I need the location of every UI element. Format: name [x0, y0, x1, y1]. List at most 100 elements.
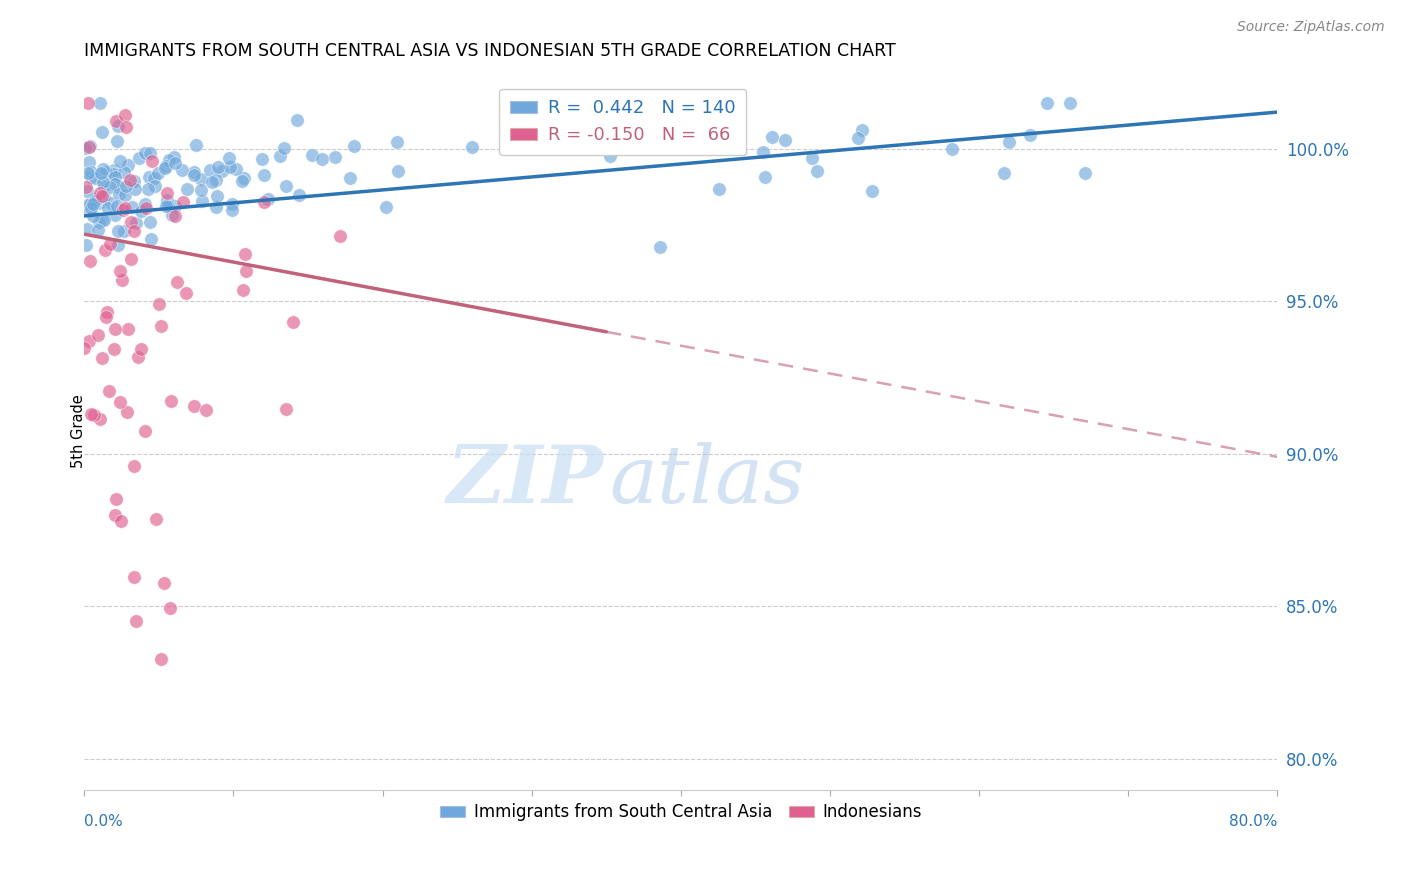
Point [122, 174, 145, 188]
Point [257, 192, 280, 206]
Point [183, 165, 205, 179]
Point [218, 152, 240, 166]
Point [128, 152, 150, 166]
Point [233, 247, 256, 261]
Point [105, 134, 128, 148]
Point [135, 201, 157, 215]
Point [211, 163, 233, 178]
Point [134, 424, 156, 438]
Point [77, 95, 100, 110]
Point [98, 236, 121, 251]
Point [104, 209, 127, 223]
Point [122, 570, 145, 584]
Point [146, 166, 169, 180]
Point [105, 199, 128, 213]
Point [79, 197, 101, 211]
Y-axis label: 5th Grade: 5th Grade [72, 394, 86, 468]
Point [84, 193, 107, 207]
Point [108, 395, 131, 409]
Point [107, 119, 129, 133]
Point [91, 162, 114, 177]
Point [311, 152, 333, 166]
Point [225, 161, 247, 176]
Point [79, 254, 101, 268]
Point [150, 318, 173, 333]
Point [385, 136, 408, 150]
Point [80, 407, 103, 421]
Point [115, 178, 138, 193]
Point [103, 163, 125, 178]
Point [139, 145, 162, 160]
Point [75, 238, 97, 252]
Point [79, 334, 101, 348]
Point [114, 120, 136, 135]
Point [108, 186, 131, 201]
Point [232, 283, 254, 297]
Point [91, 125, 114, 139]
Point [94, 310, 117, 325]
Point [141, 154, 163, 169]
Point [183, 399, 205, 413]
Point [233, 171, 256, 186]
Point [131, 203, 153, 218]
Point [110, 273, 132, 287]
Point [1073, 166, 1095, 180]
Point [191, 194, 214, 209]
Point [998, 135, 1021, 149]
Point [599, 149, 621, 163]
Point [190, 183, 212, 197]
Point [93, 178, 115, 193]
Point [155, 199, 177, 213]
Point [117, 158, 139, 172]
Point [111, 202, 134, 217]
Point [121, 200, 143, 214]
Point [120, 215, 142, 229]
Point [77, 166, 100, 180]
Point [91, 188, 114, 202]
Point [117, 322, 139, 336]
Point [252, 152, 274, 166]
Point [205, 189, 228, 203]
Point [134, 146, 156, 161]
Point [79, 139, 101, 153]
Legend: R =  0.442   N = 140, R = -0.150   N =  66: R = 0.442 N = 140, R = -0.150 N = 66 [499, 88, 747, 155]
Point [1019, 128, 1042, 142]
Point [650, 240, 672, 254]
Point [110, 264, 132, 278]
Point [156, 199, 179, 213]
Point [195, 402, 218, 417]
Point [387, 163, 409, 178]
Point [91, 212, 114, 227]
Point [160, 208, 183, 222]
Point [122, 224, 145, 238]
Point [112, 224, 135, 238]
Point [89, 215, 111, 229]
Point [172, 194, 194, 209]
Point [118, 173, 141, 187]
Point [281, 315, 304, 329]
Text: IMMIGRANTS FROM SOUTH CENTRAL ASIA VS INDONESIAN 5TH GRADE CORRELATION CHART: IMMIGRANTS FROM SOUTH CENTRAL ASIA VS IN… [84, 42, 896, 60]
Point [704, 123, 727, 137]
Point [461, 140, 484, 154]
Point [219, 160, 242, 174]
Point [104, 170, 127, 185]
Point [77, 139, 100, 153]
Point [846, 131, 869, 145]
Point [149, 652, 172, 666]
Point [73, 141, 96, 155]
Point [87, 190, 110, 204]
Point [221, 197, 243, 211]
Point [100, 195, 122, 210]
Point [82, 210, 104, 224]
Point [127, 351, 149, 365]
Point [98, 384, 121, 398]
Point [184, 138, 207, 153]
Point [761, 130, 783, 145]
Point [170, 163, 193, 178]
Point [155, 159, 177, 173]
Point [122, 458, 145, 473]
Point [86, 328, 108, 343]
Point [288, 187, 311, 202]
Point [176, 182, 198, 196]
Point [84, 194, 107, 209]
